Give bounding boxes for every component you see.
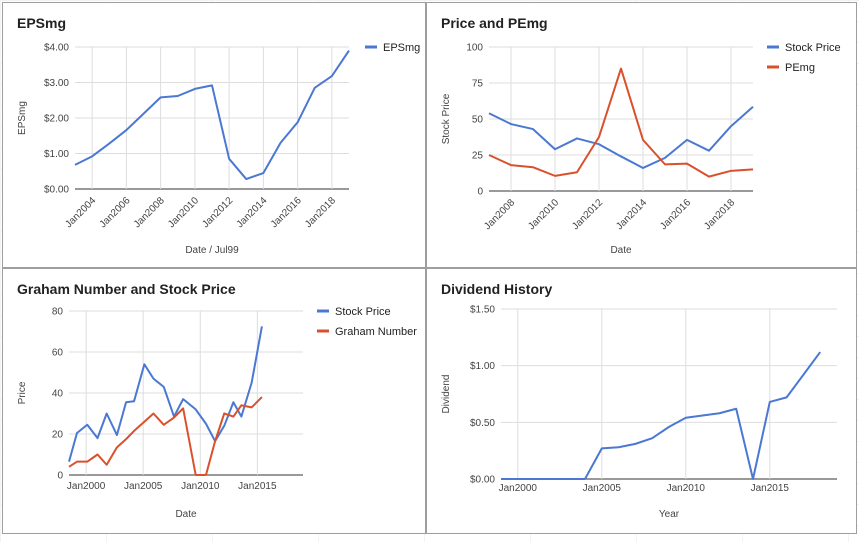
series-line-stock-price[interactable]: [68, 326, 263, 462]
y-axis-label: Price: [17, 381, 28, 404]
y-tick-label: $4.00: [44, 43, 69, 54]
x-axis-label: Year: [659, 509, 680, 520]
price-pe-chart-panel[interactable]: Price and PEmg 0 25 50 75 100 Jan2008 Jan2010 Ja…: [426, 2, 857, 268]
y-tick-label: 40: [52, 389, 64, 400]
x-tick-label: Jan2004: [63, 195, 98, 230]
eps-chart-panel[interactable]: EPSmg $0.00 $1.00 $2.00 $3.00 $4.00 Jan2004 Jan…: [2, 2, 426, 268]
x-tick-label: Jan2015: [751, 483, 790, 494]
y-tick-label: 50: [472, 115, 484, 126]
chart-title: Price and PEmg: [441, 15, 548, 31]
y-tick-label: $1.00: [470, 361, 495, 372]
x-tick-label: Jan2012: [200, 195, 235, 230]
dividend-chart-panel[interactable]: Dividend History $0.00 $0.50 $1.00 $1.50 Jan2…: [426, 268, 857, 534]
series-line-epsmg[interactable]: [74, 49, 350, 181]
y-tick-label: $0.00: [44, 185, 69, 196]
y-tick-label: 75: [472, 79, 484, 90]
y-axis-label: EPSmg: [17, 101, 28, 135]
y-tick-label: 20: [52, 430, 64, 441]
x-tick-label: Jan2000: [67, 481, 106, 492]
y-tick-label: $0.00: [470, 475, 495, 486]
legend-entry: Stock Price: [785, 42, 841, 54]
series-line-graham-number[interactable]: [68, 396, 263, 476]
x-tick-label: Jan2010: [181, 481, 220, 492]
graham-chart-panel[interactable]: Graham Number and Stock Price 0 20 40 60 80 Ja…: [2, 268, 426, 534]
y-tick-label: 0: [477, 187, 483, 198]
y-tick-label: $1.00: [44, 149, 69, 160]
chart-title: Dividend History: [441, 281, 552, 297]
x-tick-label: Jan2006: [98, 195, 133, 230]
y-tick-label: 0: [57, 471, 63, 482]
x-tick-label: Jan2012: [570, 197, 605, 232]
x-tick-label: Jan2016: [269, 195, 304, 230]
y-tick-label: 60: [52, 348, 64, 359]
legend-entry: EPSmg: [383, 42, 420, 54]
legend-entry: PEmg: [785, 62, 815, 74]
legend-swatch: [767, 45, 779, 49]
legend-entry: Stock Price: [335, 306, 391, 318]
legend-swatch: [317, 329, 329, 333]
y-tick-label: $3.00: [44, 78, 69, 89]
x-tick-label: Jan2016: [658, 197, 693, 232]
x-tick-label: Jan2018: [702, 197, 737, 232]
x-axis-label: Date / Jul99: [185, 245, 239, 256]
legend-swatch: [767, 65, 779, 69]
x-tick-label: Jan2015: [238, 481, 277, 492]
x-tick-label: Jan2018: [303, 195, 338, 230]
x-axis-label: Date: [175, 509, 197, 520]
legend-swatch: [317, 309, 329, 313]
x-tick-label: Jan2008: [482, 197, 517, 232]
x-tick-label: Jan2010: [667, 483, 706, 494]
y-tick-label: 100: [466, 43, 483, 54]
legend-swatch: [365, 45, 377, 49]
y-axis-label: Dividend: [441, 375, 452, 414]
x-tick-label: Jan2008: [132, 195, 167, 230]
x-tick-label: Jan2005: [583, 483, 622, 494]
chart-title: Graham Number and Stock Price: [17, 281, 236, 297]
x-tick-label: Jan2010: [526, 197, 561, 232]
y-tick-label: 25: [472, 151, 484, 162]
price_pe-svg: Price and PEmg 0 25 50 75 100 Jan2008 Jan2010 Ja…: [441, 15, 841, 256]
y-tick-label: 80: [52, 307, 64, 318]
series-line-dividend[interactable]: [501, 351, 822, 480]
y-tick-label: $1.50: [470, 305, 495, 316]
graham-svg: Graham Number and Stock Price 0 20 40 60 80 Ja…: [17, 281, 417, 520]
dividend-svg: Dividend History $0.00 $0.50 $1.00 $1.50 Jan2…: [441, 281, 837, 520]
x-tick-label: Jan2014: [235, 195, 270, 230]
x-tick-label: Jan2010: [166, 195, 201, 230]
x-axis-label: Date: [610, 245, 632, 256]
x-tick-label: Jan2014: [614, 197, 649, 232]
y-tick-label: $2.00: [44, 114, 69, 125]
chart-title: EPSmg: [17, 15, 66, 31]
y-tick-label: $0.50: [470, 418, 495, 429]
legend-entry: Graham Number: [335, 326, 417, 338]
x-tick-label: Jan2005: [124, 481, 163, 492]
y-axis-label: Stock Price: [441, 93, 452, 144]
x-tick-label: Jan2000: [499, 483, 538, 494]
series-line-pemg[interactable]: [488, 67, 754, 178]
series-line-stock-price[interactable]: [488, 106, 754, 169]
